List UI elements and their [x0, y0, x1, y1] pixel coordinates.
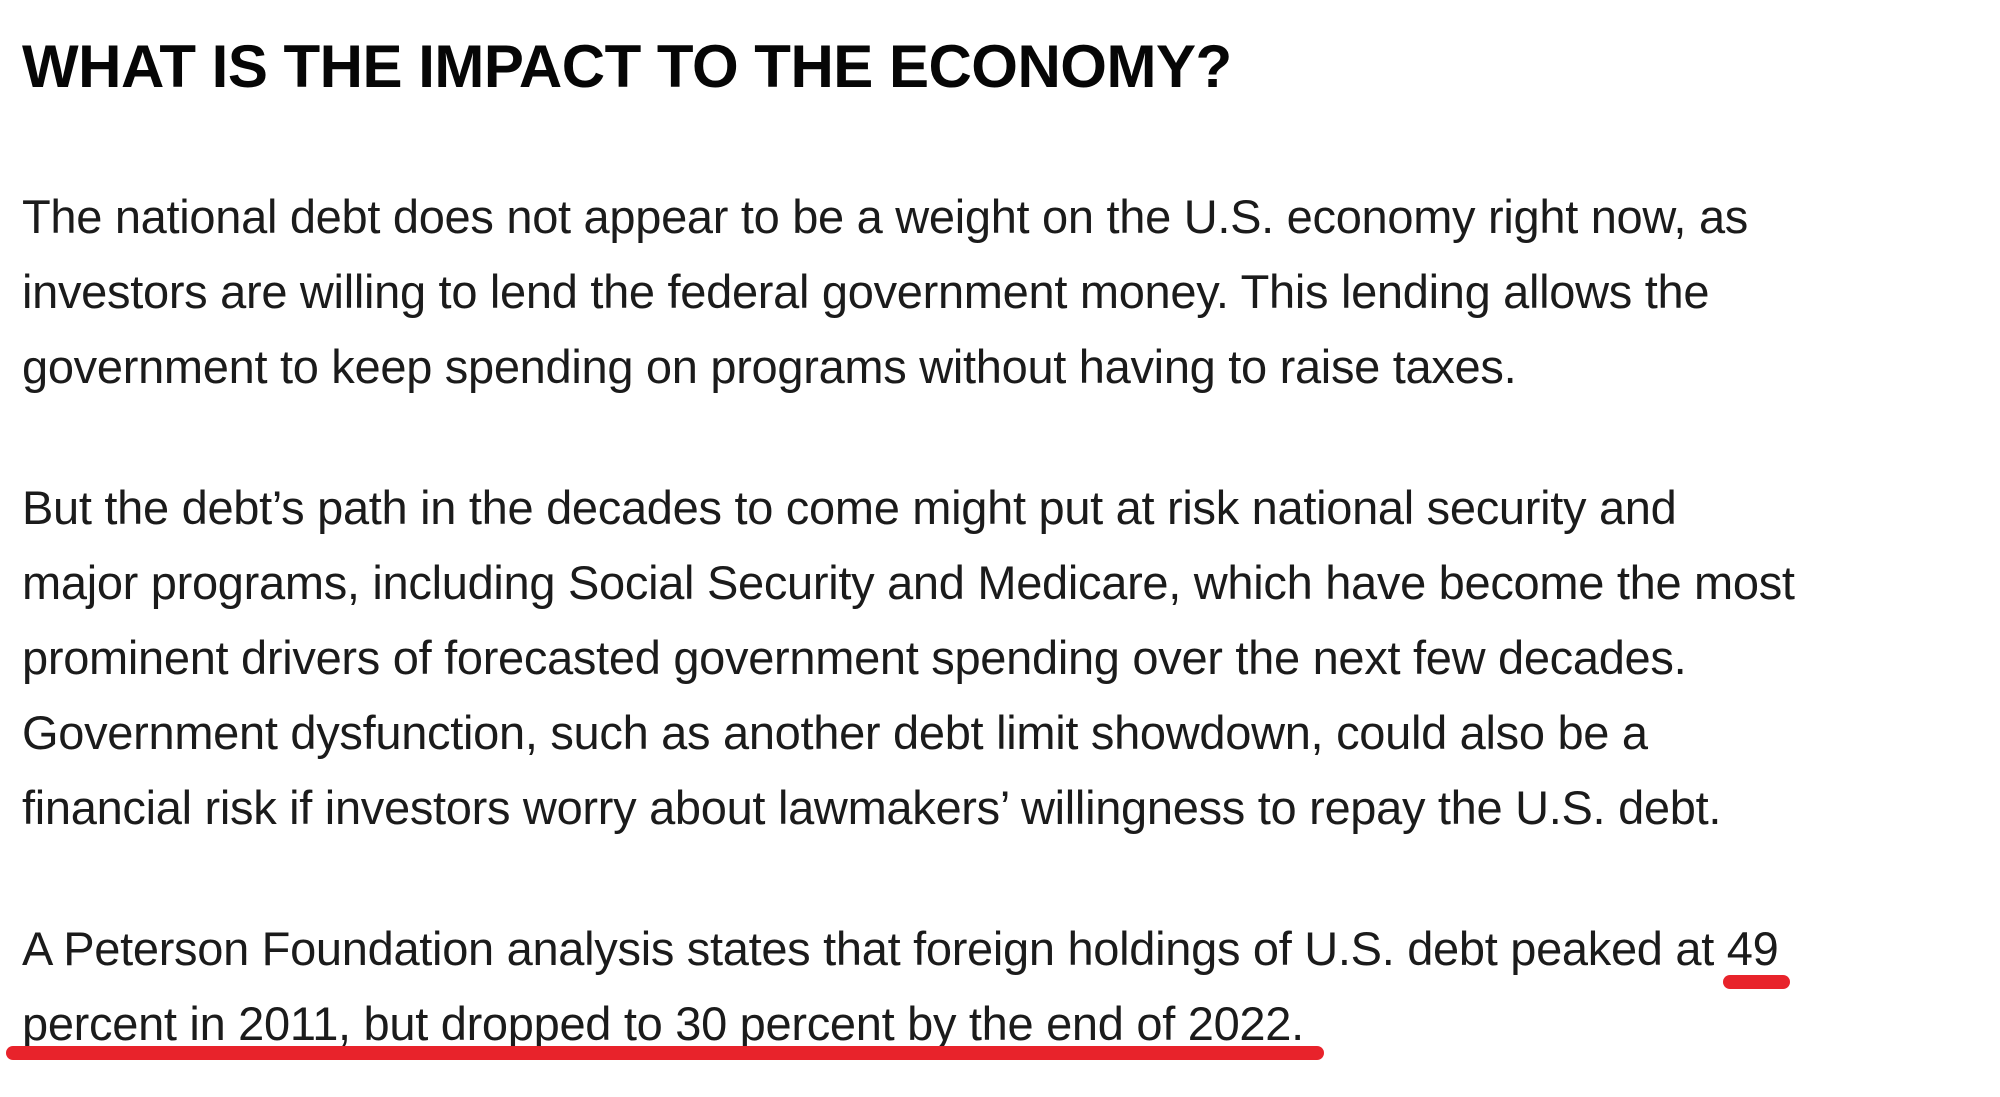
- paragraph-future-risk: But the debt’s path in the decades to co…: [22, 470, 1990, 845]
- plain-text-segment: A Peterson Foundation analysis states th…: [22, 922, 1727, 975]
- red-underlined-text-49: 49: [1726, 922, 1779, 975]
- section-heading: WHAT IS THE IMPACT TO THE ECONOMY?: [22, 33, 1232, 100]
- paragraph-line: The national debt does not appear to be …: [22, 190, 1748, 243]
- paragraph-line: percent in 2011, but dropped to 30 perce…: [22, 986, 1990, 1061]
- paragraph-line: A Peterson Foundation analysis states th…: [22, 911, 1990, 986]
- paragraph-line: But the debt’s path in the decades to co…: [22, 481, 1677, 534]
- paragraph-foreign-holdings: A Peterson Foundation analysis states th…: [22, 911, 1990, 1061]
- paragraph-line: government to keep spending on programs …: [22, 340, 1517, 393]
- paragraph-line: investors are willing to lend the federa…: [22, 265, 1710, 318]
- paragraph-line: financial risk if investors worry about …: [22, 781, 1722, 834]
- paragraph-economy-now: The national debt does not appear to be …: [22, 179, 1990, 404]
- red-underlined-text-line2: percent in 2011, but dropped to 30 perce…: [22, 997, 1304, 1050]
- paragraph-line: prominent drivers of forecasted governme…: [22, 631, 1687, 684]
- paragraph-line: major programs, including Social Securit…: [22, 556, 1795, 609]
- paragraph-line: Government dysfunction, such as another …: [22, 706, 1648, 759]
